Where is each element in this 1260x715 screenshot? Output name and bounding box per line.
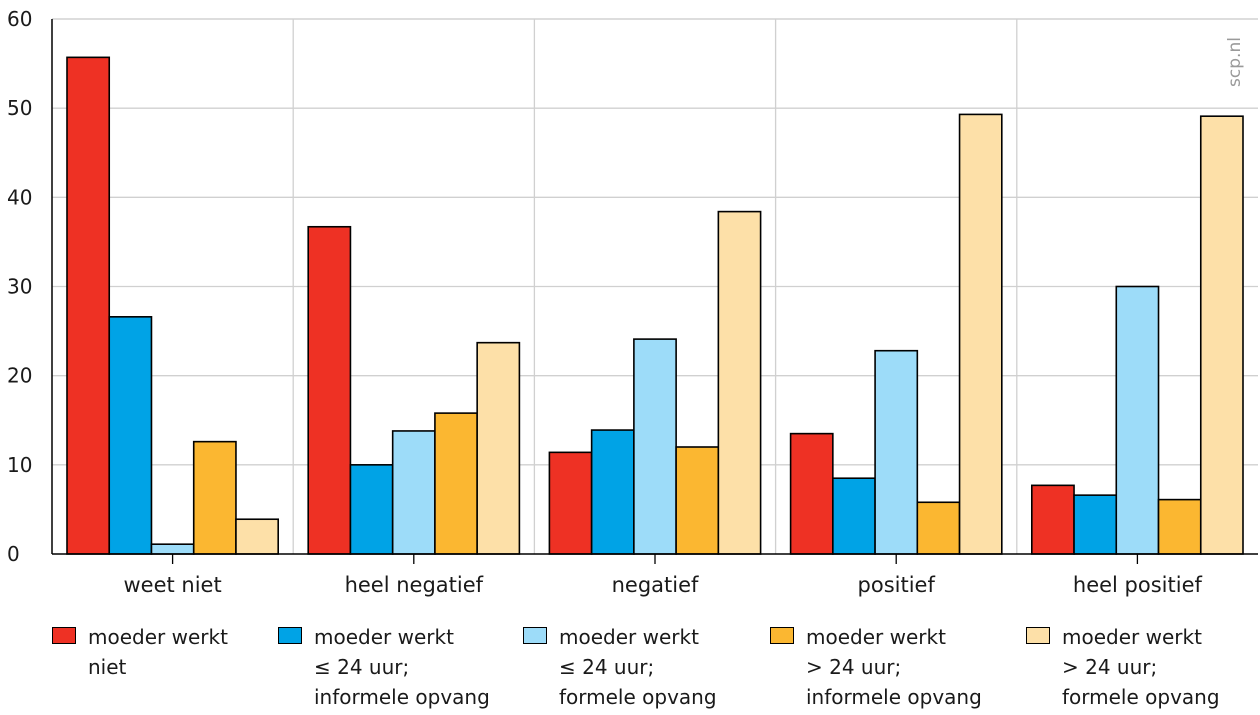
y-tick-label: 0 bbox=[7, 542, 20, 566]
legend-swatch bbox=[523, 627, 547, 644]
legend-swatch bbox=[278, 627, 302, 644]
legend: moeder werkt niet moeder werkt ≤ 24 uur; inf… bbox=[52, 622, 1252, 712]
bar bbox=[391, 430, 436, 555]
legend-label: moeder werkt niet bbox=[88, 625, 228, 679]
y-tick-label: 20 bbox=[7, 364, 32, 388]
y-tick-label: 50 bbox=[7, 96, 32, 120]
legend-label: moeder werkt ≤ 24 uur; informele opvang bbox=[314, 625, 490, 709]
bar bbox=[1157, 498, 1202, 555]
bar bbox=[66, 56, 111, 555]
x-axis-category-labels: weet niet heel negatief negatief positief he… bbox=[123, 573, 1202, 597]
x-category-label: negatief bbox=[612, 573, 699, 597]
legend-label: moeder werkt > 24 uur; informele opvang bbox=[806, 625, 982, 709]
bar bbox=[476, 341, 521, 555]
bar bbox=[1199, 115, 1244, 555]
bar bbox=[108, 316, 153, 555]
axes bbox=[51, 19, 1258, 564]
bar bbox=[1031, 484, 1075, 555]
bar bbox=[832, 477, 876, 555]
legend-label: moeder werkt ≤ 24 uur; formele opvang bbox=[559, 625, 717, 709]
x-category-label: heel positief bbox=[1073, 573, 1203, 597]
bar bbox=[958, 113, 1003, 555]
bar bbox=[192, 440, 237, 555]
bar bbox=[1073, 494, 1118, 555]
bar bbox=[235, 518, 280, 555]
x-category-label: weet niet bbox=[123, 573, 221, 597]
bar bbox=[874, 349, 919, 555]
watermark-text: scp.nl bbox=[1225, 37, 1245, 87]
legend-label: moeder werkt > 24 uur; formele opvang bbox=[1062, 625, 1220, 709]
bar bbox=[789, 432, 834, 555]
bar bbox=[434, 412, 478, 555]
bar bbox=[1115, 285, 1160, 555]
bar bbox=[349, 464, 394, 555]
y-tick-label: 40 bbox=[7, 185, 32, 209]
bar bbox=[548, 451, 593, 555]
legend-swatch bbox=[770, 627, 794, 644]
bar-chart: 0 10 20 30 40 50 60 weet niet heel negatief nega… bbox=[7, 7, 1258, 597]
y-tick-label: 10 bbox=[7, 453, 32, 477]
bar bbox=[916, 501, 961, 555]
legend-swatch bbox=[1026, 627, 1050, 644]
x-category-label: heel negatief bbox=[345, 573, 484, 597]
bar bbox=[717, 210, 762, 555]
legend-swatch bbox=[52, 627, 76, 644]
y-tick-label: 60 bbox=[7, 7, 32, 31]
y-tick-label: 30 bbox=[7, 275, 32, 299]
bar bbox=[675, 446, 720, 555]
bar bbox=[590, 429, 635, 555]
bar bbox=[633, 338, 677, 555]
bar bbox=[150, 543, 195, 555]
grid-lines bbox=[52, 18, 1258, 554]
x-category-label: positief bbox=[858, 573, 936, 597]
bar bbox=[307, 225, 352, 555]
bars bbox=[66, 56, 1244, 555]
y-axis-tick-labels: 0 10 20 30 40 50 60 bbox=[7, 7, 32, 566]
